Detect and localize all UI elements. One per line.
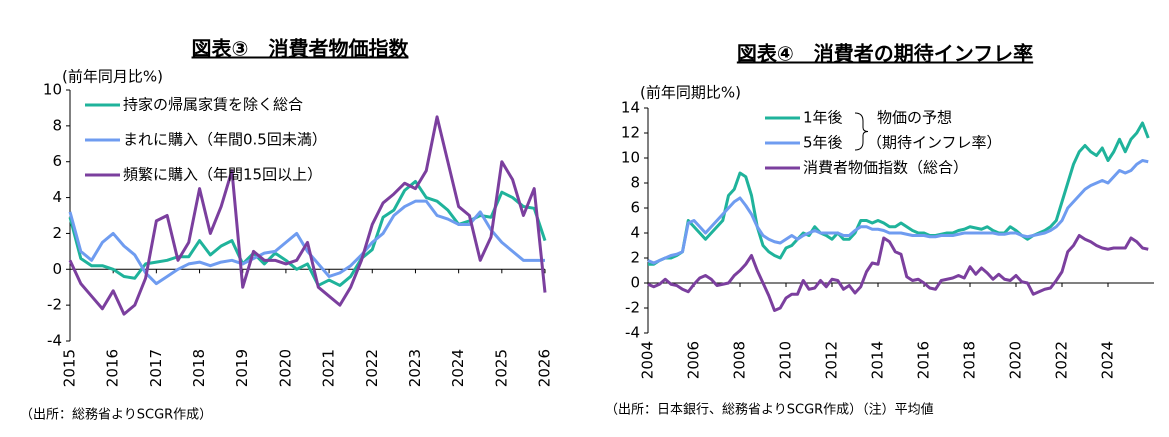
chart: 図表④ 消費者の期待インフレ率 (前年同期比%) （出所：日本銀行、総務省よりSCG… [605, 42, 1154, 418]
chart-title: 図表③ 消費者物価指数 [192, 37, 410, 61]
x-tick-label: 2006 [685, 341, 703, 379]
y-axis-label: (前年同期比%) [640, 84, 741, 102]
legend-brace [854, 112, 869, 151]
x-tick-label: 2024 [449, 349, 467, 387]
y-tick-label: 0 [52, 260, 62, 278]
series-line [68, 199, 545, 286]
x-tick-label: 2022 [363, 349, 381, 387]
series-line [647, 234, 1149, 312]
x-tick-label: 2023 [406, 349, 424, 387]
y-tick-label: 6 [52, 152, 62, 170]
x-tick-label: 2017 [147, 349, 165, 387]
x-tick-label: 2022 [1053, 341, 1071, 379]
legend-note: （期待インフレ率） [867, 134, 1002, 152]
y-tick-label: 2 [52, 224, 62, 242]
y-tick-label: 0 [630, 274, 640, 292]
y-tick-label: -4 [625, 324, 640, 342]
y-tick-label: 2 [630, 249, 640, 267]
x-tick-label: 2019 [233, 349, 251, 387]
x-tick-label: 2012 [823, 341, 841, 379]
legend-label: 持家の帰属家賃を除く総合 [123, 96, 303, 114]
x-tick-label: 2024 [1099, 341, 1117, 379]
x-tick-label: 2018 [190, 349, 208, 387]
legend-label: 消費者物価指数（総合） [803, 159, 968, 177]
x-tick-label: 2021 [320, 349, 338, 387]
series-line [648, 121, 1150, 266]
y-tick-label: -2 [625, 299, 640, 317]
legend-note: 物価の予想 [877, 109, 952, 127]
y-tick-label: 14 [621, 99, 640, 117]
x-tick-label: 2020 [1007, 341, 1025, 379]
legend-label: まれに購入（年間0.5回未満） [123, 131, 327, 149]
source-note: （出所：総務省よりSCGR作成） [20, 408, 212, 423]
x-tick-label: 2020 [276, 349, 294, 387]
y-tick-label: 4 [52, 188, 62, 206]
x-tick-label: 2016 [915, 341, 933, 379]
y-tick-label: 6 [630, 199, 640, 217]
chart: 図表③ 消費者物価指数 (前年同月比%) （出所：総務省よりSCGR作成） -4 -2 0… [20, 37, 554, 423]
series-line [647, 159, 1149, 265]
y-tick-label: -4 [47, 332, 62, 350]
x-tick-label: 2026 [536, 349, 554, 387]
series-line [68, 115, 547, 316]
x-tick-label: 2016 [104, 349, 122, 387]
y-tick-label: -2 [47, 296, 62, 314]
legend-label: 5年後 [803, 134, 843, 152]
y-tick-label: 4 [630, 224, 640, 242]
y-tick-label: 12 [621, 124, 640, 142]
y-tick-label: 10 [43, 81, 62, 99]
x-tick-label: 2004 [639, 341, 657, 379]
source-note: （出所：日本銀行、総務省よりSCGR作成）（注）平均値 [605, 402, 934, 418]
y-tick-label: 8 [630, 174, 640, 192]
y-tick-label: 10 [621, 149, 640, 167]
x-tick-label: 2014 [869, 341, 887, 379]
x-tick-label: 2008 [731, 341, 749, 379]
chart-title: 図表④ 消費者の期待インフレ率 [737, 42, 1033, 66]
legend-label: 1年後 [803, 109, 843, 127]
y-axis-label: (前年同月比%) [62, 68, 163, 86]
x-tick-label: 2010 [777, 341, 795, 379]
x-tick-label: 2025 [492, 349, 510, 387]
x-tick-label: 2015 [61, 349, 79, 387]
legend-label: 頻繁に購入（年間15回以上） [123, 166, 322, 184]
x-tick-label: 2018 [961, 341, 979, 379]
y-tick-label: 8 [52, 116, 62, 134]
